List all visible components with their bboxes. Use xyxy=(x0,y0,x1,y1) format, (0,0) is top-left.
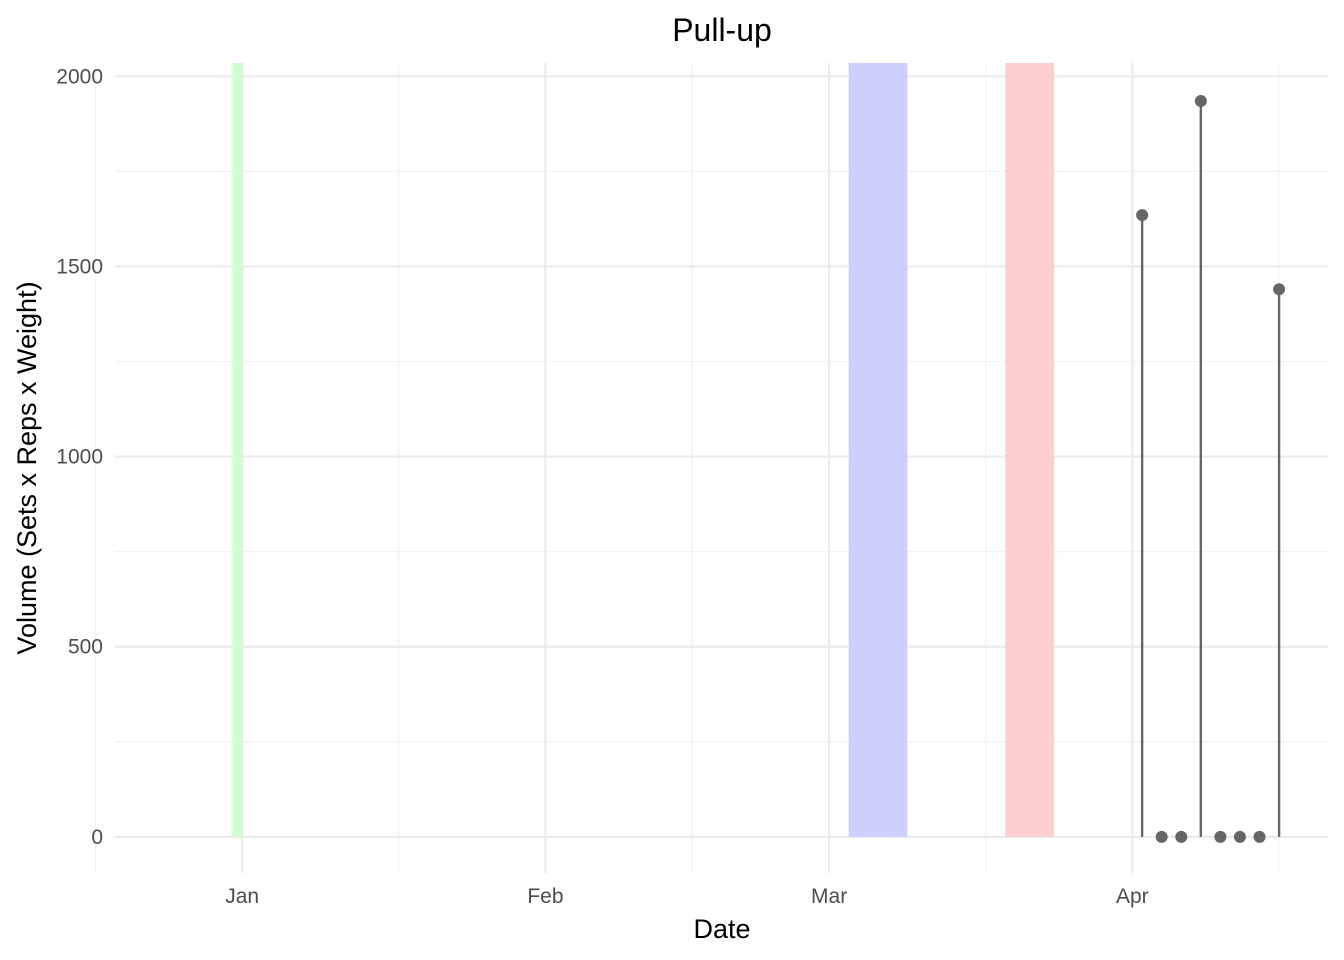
shaded-period-2 xyxy=(848,63,908,837)
y-tick-label: 1500 xyxy=(56,255,103,278)
x-tick-label: Jan xyxy=(225,885,259,908)
x-axis-ticks: Jan Feb Mar Apr xyxy=(225,885,1148,908)
data-point xyxy=(1214,830,1227,843)
chart-title: Pull-up xyxy=(672,12,772,48)
shaded-periods xyxy=(232,63,1055,837)
y-tick-label: 1000 xyxy=(56,446,103,469)
grid xyxy=(94,63,1328,873)
y-tick-label: 2000 xyxy=(56,65,103,88)
data-point xyxy=(1136,209,1149,222)
x-tick-label: Mar xyxy=(811,885,847,908)
data-marks xyxy=(1136,95,1286,843)
y-axis-ticks: 0 500 1000 1500 2000 xyxy=(56,65,103,849)
data-point xyxy=(1175,830,1188,843)
data-point xyxy=(1233,830,1246,843)
y-tick-label: 500 xyxy=(68,636,103,659)
x-tick-label: Apr xyxy=(1116,885,1149,908)
shaded-period-3 xyxy=(1005,63,1055,837)
shaded-period-1 xyxy=(232,63,243,837)
y-axis-title: Volume (Sets x Reps x Weight) xyxy=(12,281,42,654)
data-point xyxy=(1155,830,1168,843)
x-tick-label: Feb xyxy=(527,885,563,908)
x-axis-title: Date xyxy=(693,914,750,944)
data-point xyxy=(1273,283,1286,296)
y-tick-label: 0 xyxy=(91,826,103,849)
data-point xyxy=(1253,830,1266,843)
data-point xyxy=(1194,95,1207,108)
